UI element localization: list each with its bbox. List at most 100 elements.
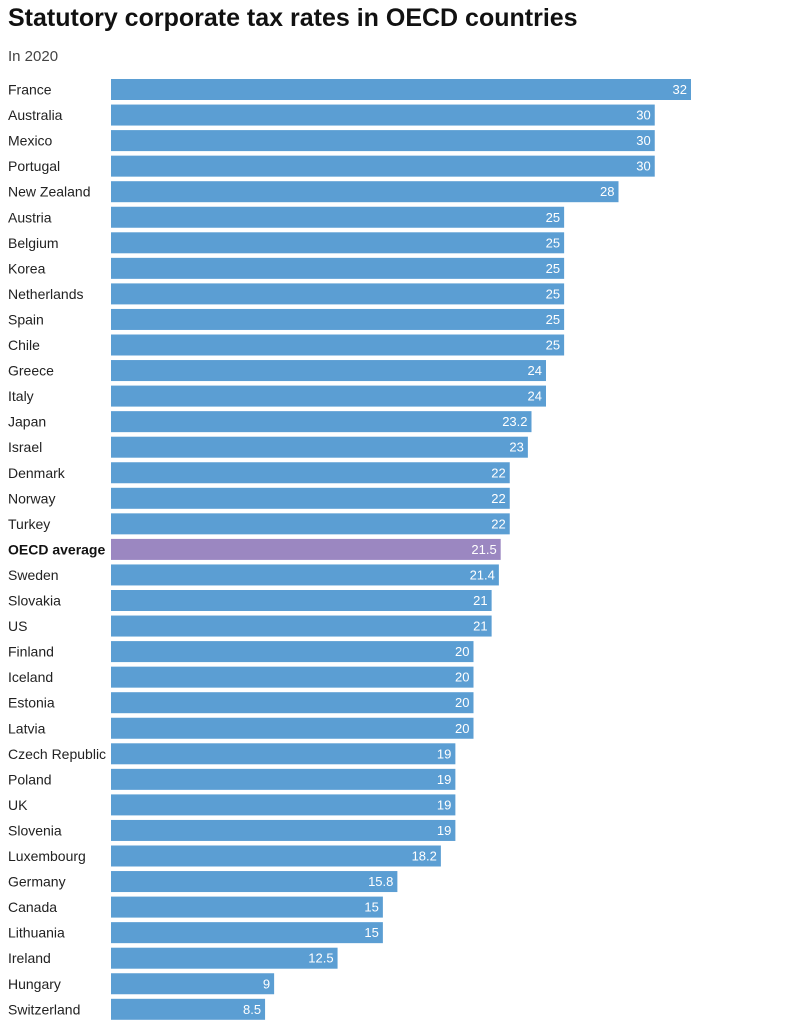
value-label-us: 21 — [473, 619, 487, 634]
chart-title: Statutory corporate tax rates in OECD co… — [8, 4, 578, 32]
value-label-portugal: 30 — [636, 159, 650, 174]
bar-finland — [111, 641, 474, 663]
value-label-denmark: 22 — [491, 465, 505, 480]
value-label-hungary: 9 — [263, 976, 270, 991]
bar-portugal — [111, 155, 655, 177]
bar-uk — [111, 794, 456, 816]
category-label-finland: Finland — [8, 644, 54, 660]
bar-latvia — [111, 717, 474, 739]
value-label-finland: 20 — [455, 644, 469, 659]
value-label-spain: 25 — [546, 312, 560, 327]
bar-norway — [111, 487, 510, 509]
category-label-greece: Greece — [8, 363, 54, 379]
bar-slovenia — [111, 819, 456, 841]
value-label-latvia: 20 — [455, 721, 469, 736]
category-label-switzerland: Switzerland — [8, 1001, 80, 1017]
value-label-france: 32 — [673, 82, 687, 97]
bar-ireland — [111, 947, 338, 969]
value-label-switzerland: 8.5 — [243, 1002, 261, 1017]
value-label-slovakia: 21 — [473, 593, 487, 608]
category-label-denmark: Denmark — [8, 465, 66, 481]
value-label-germany: 15.8 — [368, 874, 393, 889]
bar-sweden — [111, 564, 499, 586]
value-label-oecd-average: 21.5 — [471, 542, 496, 557]
category-label-us: US — [8, 618, 27, 634]
category-label-norway: Norway — [8, 490, 55, 506]
category-label-estonia: Estonia — [8, 695, 55, 711]
bar-luxembourg — [111, 845, 441, 867]
bar-czech-republic — [111, 743, 456, 765]
category-label-oecd-average: OECD average — [8, 541, 105, 557]
value-label-czech-republic: 19 — [437, 746, 451, 761]
value-label-canada: 15 — [364, 900, 378, 915]
category-label-australia: Australia — [8, 107, 63, 123]
category-label-portugal: Portugal — [8, 158, 60, 174]
value-label-austria: 25 — [546, 210, 560, 225]
bar-mexico — [111, 130, 655, 152]
category-label-israel: Israel — [8, 439, 42, 455]
category-label-canada: Canada — [8, 899, 57, 915]
value-label-ireland: 12.5 — [308, 951, 333, 966]
category-label-iceland: Iceland — [8, 669, 53, 685]
bar-germany — [111, 871, 398, 893]
bar-greece — [111, 360, 546, 382]
category-label-mexico: Mexico — [8, 133, 53, 149]
bar-estonia — [111, 692, 474, 714]
chart-subtitle: In 2020 — [8, 48, 59, 65]
category-label-hungary: Hungary — [8, 976, 61, 992]
category-label-luxembourg: Luxembourg — [8, 848, 86, 864]
bar-poland — [111, 768, 456, 790]
category-label-lithuania: Lithuania — [8, 925, 65, 941]
bar-new-zealand — [111, 181, 619, 203]
value-label-new-zealand: 28 — [600, 184, 614, 199]
bar-israel — [111, 436, 528, 458]
category-label-new-zealand: New Zealand — [8, 184, 91, 200]
category-label-chile: Chile — [8, 337, 40, 353]
value-label-italy: 24 — [528, 389, 542, 404]
category-label-uk: UK — [8, 797, 28, 813]
bar-netherlands — [111, 283, 565, 305]
bar-belgium — [111, 232, 565, 254]
bar-oecd-average — [111, 538, 501, 560]
value-label-estonia: 20 — [455, 695, 469, 710]
bar-australia — [111, 104, 655, 126]
category-label-belgium: Belgium — [8, 235, 59, 251]
category-label-slovakia: Slovakia — [8, 593, 61, 609]
value-label-australia: 30 — [636, 108, 650, 123]
bar-us — [111, 615, 492, 637]
bar-hungary — [111, 973, 275, 995]
bar-denmark — [111, 462, 510, 484]
category-label-germany: Germany — [8, 874, 66, 890]
bar-lithuania — [111, 922, 383, 944]
bar-korea — [111, 257, 565, 279]
bar-iceland — [111, 666, 474, 688]
category-label-japan: Japan — [8, 414, 46, 430]
bar-turkey — [111, 513, 510, 535]
value-label-slovenia: 19 — [437, 823, 451, 838]
value-label-chile: 25 — [546, 338, 560, 353]
value-label-lithuania: 15 — [364, 925, 378, 940]
bar-canada — [111, 896, 383, 918]
value-label-belgium: 25 — [546, 235, 560, 250]
category-label-czech-republic: Czech Republic — [8, 746, 106, 762]
value-label-japan: 23.2 — [502, 414, 527, 429]
value-label-turkey: 22 — [491, 516, 505, 531]
value-label-mexico: 30 — [636, 133, 650, 148]
category-label-poland: Poland — [8, 771, 52, 787]
category-label-ireland: Ireland — [8, 950, 51, 966]
bar-austria — [111, 206, 565, 228]
bar-slovakia — [111, 590, 492, 611]
bar-japan — [111, 411, 532, 433]
category-label-turkey: Turkey — [8, 516, 50, 532]
category-label-spain: Spain — [8, 311, 44, 327]
value-label-norway: 22 — [491, 491, 505, 506]
bar-chile — [111, 334, 565, 356]
category-label-france: France — [8, 82, 52, 98]
category-label-latvia: Latvia — [8, 720, 46, 736]
value-label-israel: 23 — [509, 440, 523, 455]
category-label-austria: Austria — [8, 209, 52, 225]
value-label-greece: 24 — [528, 363, 542, 378]
category-label-slovenia: Slovenia — [8, 822, 62, 838]
value-label-sweden: 21.4 — [470, 567, 495, 582]
